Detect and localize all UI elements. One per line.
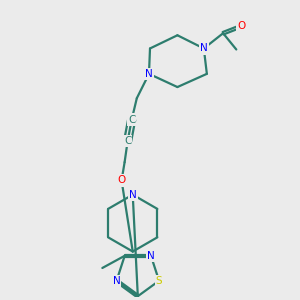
Text: N: N — [129, 190, 136, 200]
Text: N: N — [200, 44, 208, 53]
Text: C: C — [128, 115, 135, 124]
Text: S: S — [156, 276, 162, 286]
Text: N: N — [147, 251, 155, 261]
Text: N: N — [113, 276, 120, 286]
Text: C: C — [124, 136, 131, 146]
Text: O: O — [117, 176, 126, 185]
Text: O: O — [237, 21, 245, 31]
Text: N: N — [145, 69, 153, 79]
